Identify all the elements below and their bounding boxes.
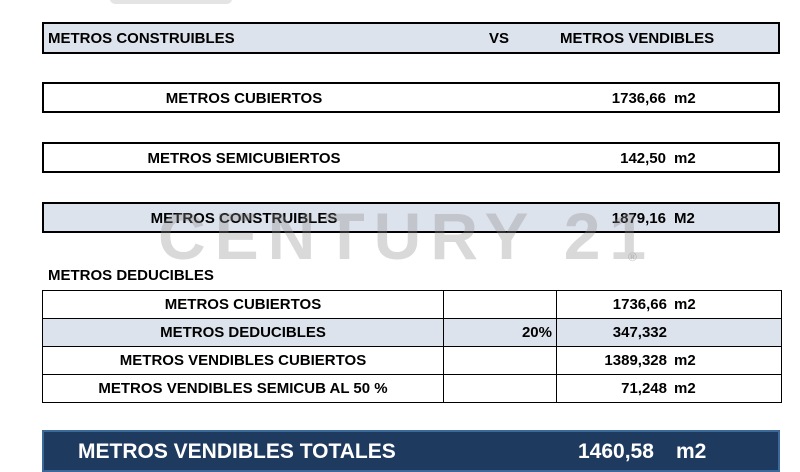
watermark: CENTURY 21 — [158, 199, 656, 273]
row-unit: m2 — [674, 352, 696, 369]
percent-cell — [443, 374, 557, 403]
value-cell: 1389,328 m2 — [556, 346, 782, 375]
row-percent: 20% — [521, 324, 552, 341]
summary-unit: m2 — [674, 150, 696, 167]
label-cell: METROS VENDIBLES SEMICUB AL 50 % — [42, 374, 444, 403]
total-box: METROS VENDIBLES TOTALES 1460,58 m2 — [42, 430, 780, 472]
total-label: METROS VENDIBLES TOTALES — [78, 440, 396, 463]
summary-box: METROS CUBIERTOS 1736,66 m2 — [42, 82, 780, 113]
summary-label: METROS SEMICUBIERTOS — [147, 150, 341, 167]
summary-label: METROS CONSTRUIBLES — [150, 210, 338, 227]
table-row: METROS VENDIBLES SEMICUB AL 50 % 71,248 m2 — [42, 374, 782, 403]
summary-unit: m2 — [674, 90, 696, 107]
row-number: 1389,328 — [604, 352, 667, 369]
summary-number: 142,50 — [620, 150, 666, 167]
row-number: 71,248 — [621, 380, 667, 397]
value-cell: 71,248 m2 — [556, 374, 782, 403]
row-number: 1736,66 — [612, 296, 667, 313]
row-label: METROS VENDIBLES SEMICUB AL 50 % — [98, 380, 388, 397]
label-cell: METROS DEDUCIBLES — [42, 318, 444, 347]
row-number: 347,332 — [612, 324, 667, 341]
summary-box: METROS CONSTRUIBLES 1879,16 M2 — [42, 202, 780, 233]
table-row: METROS DEDUCIBLES 20% 347,332 — [42, 318, 782, 347]
summary-label: METROS CUBIERTOS — [165, 90, 323, 107]
value-cell: 347,332 — [556, 318, 782, 347]
deductions-table: METROS CUBIERTOS 1736,66 m2 METROS DEDUCIBL… — [42, 290, 782, 403]
percent-cell — [443, 346, 557, 375]
row-unit: m2 — [674, 296, 696, 313]
section-title: METROS DEDUCIBLES — [48, 267, 214, 284]
watermark-mark: ® — [628, 250, 637, 264]
summary-box: METROS SEMICUBIERTOS 142,50 m2 — [42, 142, 780, 173]
header-right: METROS VENDIBLES — [560, 30, 715, 47]
row-label: METROS CUBIERTOS — [164, 296, 322, 313]
header-left: METROS CONSTRUIBLES — [48, 30, 235, 47]
summary-number: 1879,16 — [611, 210, 666, 227]
value-cell: 1736,66 m2 — [556, 290, 782, 319]
summary-number: 1736,66 — [611, 90, 666, 107]
table-row: METROS CUBIERTOS 1736,66 m2 — [42, 290, 782, 319]
label-cell: METROS VENDIBLES CUBIERTOS — [42, 346, 444, 375]
table-row: METROS VENDIBLES CUBIERTOS 1389,328 m2 — [42, 346, 782, 375]
row-unit: m2 — [674, 380, 696, 397]
header-middle: VS — [489, 30, 510, 47]
percent-cell — [443, 290, 557, 319]
label-cell: METROS CUBIERTOS — [42, 290, 444, 319]
total-number: 1460,58 — [578, 440, 654, 463]
row-label: METROS VENDIBLES CUBIERTOS — [119, 352, 367, 369]
row-label: METROS DEDUCIBLES — [160, 324, 326, 341]
summary-unit: M2 — [674, 210, 695, 227]
header-box: METROS CONSTRUIBLES VS METROS VENDIBLES — [42, 22, 780, 54]
total-unit: m2 — [676, 440, 707, 463]
decoration — [110, 0, 232, 4]
percent-cell: 20% — [443, 318, 557, 347]
